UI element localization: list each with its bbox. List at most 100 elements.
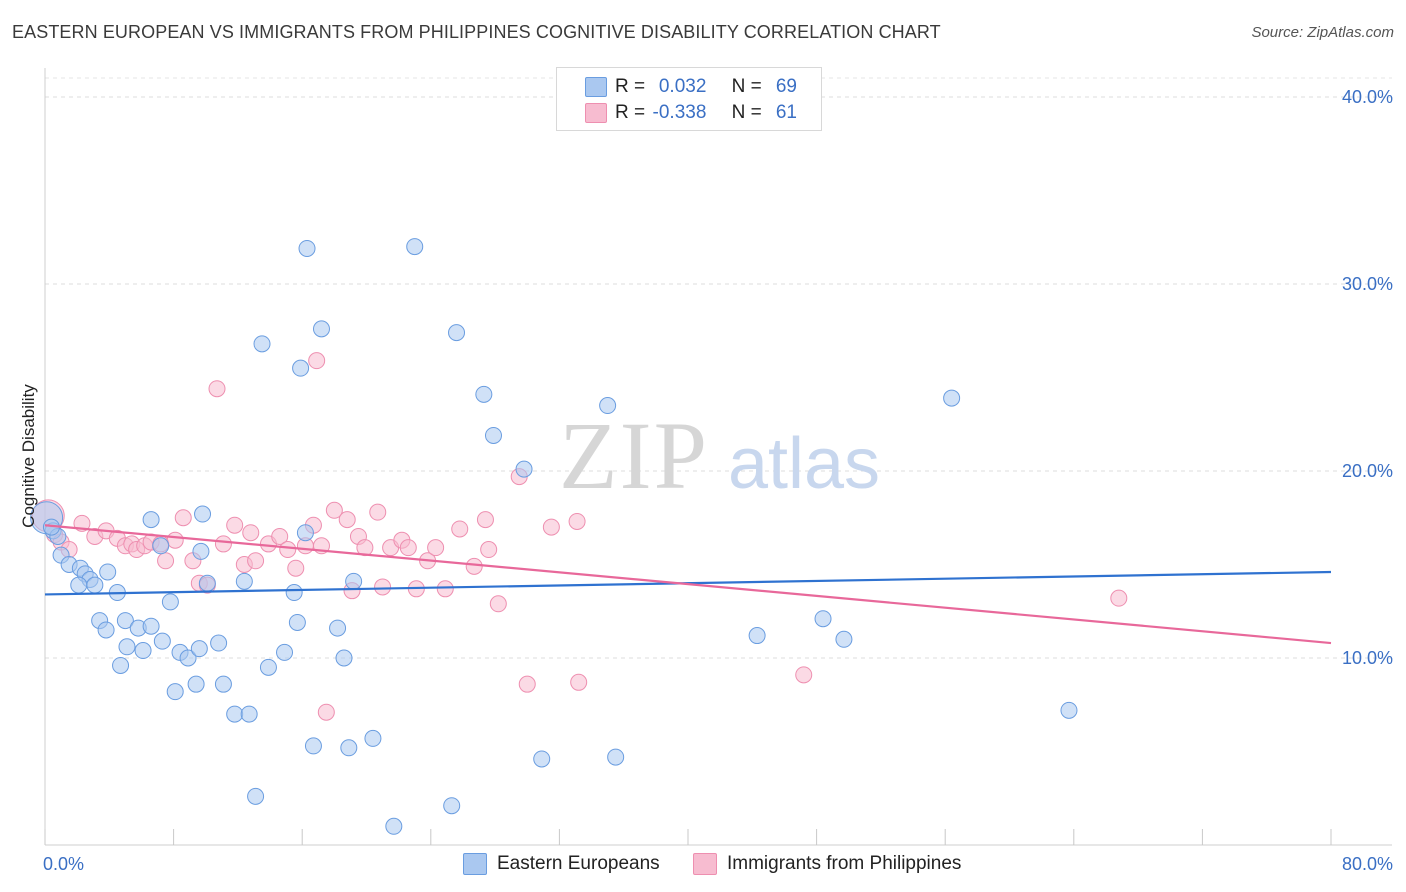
philippines-point <box>247 552 265 570</box>
philippines-point <box>356 539 374 557</box>
bottom-legend-swatch-pink <box>693 853 717 875</box>
eastern-european-point <box>298 239 316 257</box>
philippines-point <box>476 511 494 529</box>
eastern-european-point <box>142 617 160 635</box>
philippines-point <box>489 595 507 613</box>
eastern-european-point <box>304 737 322 755</box>
eastern-european-point <box>443 797 461 815</box>
eastern-european-point <box>194 505 212 523</box>
legend-n-label: N = <box>731 76 762 97</box>
eastern-european-point <box>226 705 244 723</box>
eastern-european-point <box>385 817 403 835</box>
legend-r-value-pink: -0.338 <box>652 102 707 123</box>
philippines-point <box>369 503 387 521</box>
philippines-point <box>174 509 192 527</box>
eastern-european-point <box>276 643 294 661</box>
philippines-point <box>451 520 469 538</box>
eastern-european-point <box>142 511 160 529</box>
x-tick-label: 80.0% <box>1342 854 1393 874</box>
trend-lines <box>44 524 1332 645</box>
y-tick-label: 20.0% <box>1342 461 1393 481</box>
y-tick-label: 10.0% <box>1342 648 1393 668</box>
philippines-point <box>287 559 305 577</box>
eastern-european-point <box>748 627 766 645</box>
legend-n-label: N = <box>731 102 762 123</box>
series-eastern-european-points <box>30 238 1078 835</box>
eastern-european-point <box>247 787 265 805</box>
philippines-point <box>568 512 586 530</box>
bottom-legend-swatch-blue <box>463 853 487 875</box>
philippines-point <box>157 552 175 570</box>
eastern-european-point <box>312 320 330 338</box>
philippines-point <box>480 541 498 559</box>
eastern-european-point <box>152 537 170 555</box>
philippines-point <box>242 524 260 542</box>
eastern-european-point <box>70 576 88 594</box>
trend-line-philippines <box>44 524 1332 645</box>
correlation-legend: R = 0.032 N = 69 R = -0.338 N = 61 <box>556 67 822 131</box>
y-axis-label: Cognitive Disability <box>19 384 38 528</box>
eastern-european-point <box>285 584 303 602</box>
y-tick-label: 40.0% <box>1342 87 1393 107</box>
eastern-european-point <box>515 460 533 478</box>
eastern-european-point <box>259 658 277 676</box>
philippines-point <box>518 675 536 693</box>
philippines-point <box>1110 589 1128 607</box>
eastern-european-point <box>240 705 258 723</box>
watermark: ZIP atlas <box>559 402 880 509</box>
eastern-european-point <box>192 542 210 560</box>
legend-r-value-blue: 0.032 <box>658 76 707 97</box>
eastern-european-point <box>116 612 134 630</box>
eastern-european-point <box>214 675 232 693</box>
eastern-european-point <box>187 675 205 693</box>
x-tick-label: 0.0% <box>43 854 84 874</box>
bottom-legend-pink: Immigrants from Philippines <box>693 850 961 878</box>
axes <box>44 68 1392 846</box>
eastern-european-point <box>533 750 551 768</box>
eastern-european-point <box>475 385 493 403</box>
philippines-point <box>325 501 343 519</box>
eastern-european-point <box>288 613 306 631</box>
eastern-european-point <box>99 563 117 581</box>
legend-n-value-blue: 69 <box>775 76 797 97</box>
chart-title: EASTERN EUROPEAN VS IMMIGRANTS FROM PHIL… <box>12 22 941 42</box>
philippines-point <box>308 352 326 370</box>
philippines-point <box>399 539 417 557</box>
bottom-legend-label-pink: Immigrants from Philippines <box>727 853 962 874</box>
source-label: Source: ZipAtlas.com <box>1251 24 1394 41</box>
eastern-european-point <box>253 335 271 353</box>
philippines-point <box>427 539 445 557</box>
philippines-point <box>465 557 483 575</box>
eastern-european-point <box>86 576 104 594</box>
eastern-european-point <box>112 656 130 674</box>
philippines-point <box>226 516 244 534</box>
philippines-point <box>279 541 297 559</box>
eastern-european-point <box>97 621 115 639</box>
bottom-legend-blue: Eastern Europeans <box>463 850 660 878</box>
eastern-european-point <box>118 638 136 656</box>
philippines-point <box>166 531 184 549</box>
eastern-european-point <box>335 649 353 667</box>
legend-swatch-pink <box>585 103 607 123</box>
philippines-point <box>570 673 588 691</box>
tick-labels: 10.0% 20.0% 30.0% 40.0% 0.0% 80.0% <box>43 87 1393 874</box>
eastern-european-point <box>484 426 502 444</box>
legend-swatch-blue <box>585 77 607 97</box>
watermark-atlas: atlas <box>728 424 880 504</box>
philippines-point <box>374 578 392 596</box>
eastern-european-point <box>607 748 625 766</box>
eastern-european-point <box>406 238 424 256</box>
eastern-european-point <box>814 610 832 628</box>
y-tick-label: 30.0% <box>1342 274 1393 294</box>
eastern-european-point <box>296 524 314 542</box>
legend-r-label: R = <box>615 76 646 97</box>
legend-r-label: R = <box>615 102 646 123</box>
eastern-european-point <box>210 634 228 652</box>
philippines-point <box>214 535 232 553</box>
eastern-european-point <box>340 739 358 757</box>
eastern-european-point <box>179 649 197 667</box>
philippines-point <box>542 518 560 536</box>
philippines-point <box>271 527 289 545</box>
philippines-point <box>317 703 335 721</box>
eastern-european-point <box>329 619 347 637</box>
